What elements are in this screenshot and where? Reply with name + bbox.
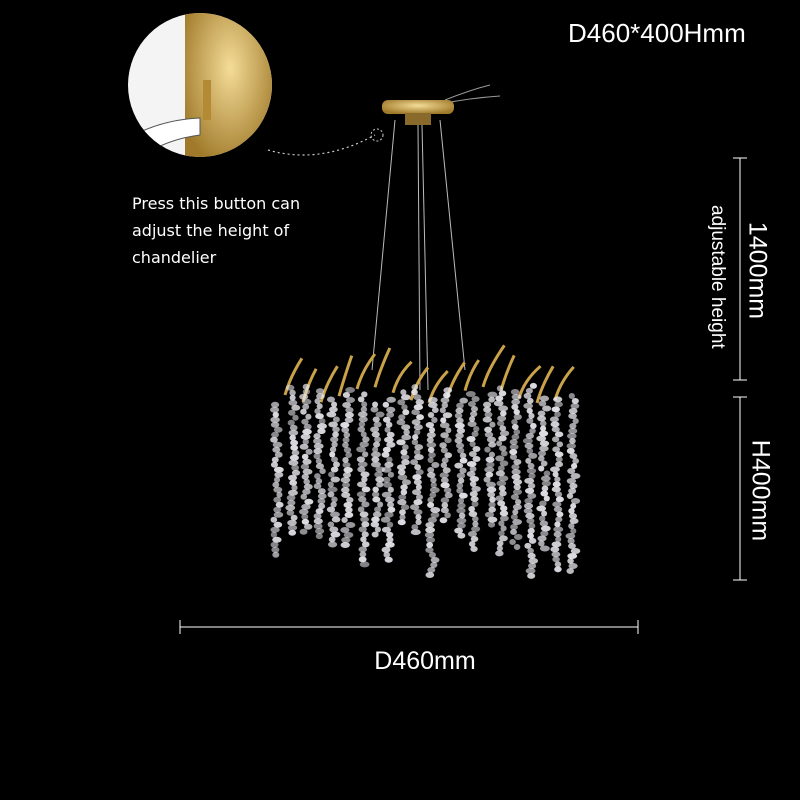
- branch: [499, 354, 516, 392]
- dimension-lines: [179, 157, 747, 634]
- crystal-strand: [299, 383, 314, 535]
- crystal-strand: [370, 401, 386, 538]
- suspension-wires: [371, 119, 466, 391]
- pointer-dotted-line: [267, 134, 376, 156]
- height-label: H400mm: [746, 439, 775, 542]
- branch: [283, 357, 304, 396]
- crystal-strand: [380, 396, 396, 563]
- crystal-strand: [340, 386, 356, 548]
- crystal-strands: [270, 382, 581, 579]
- crystal-strand: [396, 389, 412, 526]
- height-adjust-note: Press this button can adjust the height …: [132, 190, 300, 271]
- crystal-strand: [482, 391, 498, 528]
- crystal-strand: [356, 391, 371, 568]
- crystal-strand: [493, 385, 510, 557]
- branch: [319, 365, 339, 403]
- crystal-strand: [424, 396, 441, 578]
- branch: [463, 359, 480, 392]
- product-dimensions-title: D460*400Hmm: [568, 18, 746, 48]
- note-line: chandelier: [132, 248, 217, 267]
- note-line: Press this button can: [132, 194, 301, 213]
- crystal-strand: [270, 401, 284, 558]
- crystal-strand: [536, 395, 552, 552]
- adjustable-length-label: 1400mm: [743, 221, 772, 320]
- button-marker: [370, 128, 384, 142]
- diameter-label: D460mm: [374, 647, 476, 675]
- crystal-strand: [565, 393, 581, 575]
- button-detail-inset: [128, 13, 272, 157]
- crystal-strand: [454, 397, 468, 539]
- branch: [535, 365, 555, 404]
- crystal-strand: [326, 396, 341, 548]
- branch: [481, 344, 506, 388]
- branch: [391, 360, 413, 394]
- crystal-strand: [313, 388, 327, 540]
- branch: [409, 366, 430, 401]
- branch: [337, 355, 354, 397]
- crystal-strand: [439, 387, 453, 524]
- crystal-strand: [285, 384, 301, 536]
- crystal-strand: [522, 382, 539, 579]
- ceiling-canopy: [382, 84, 501, 125]
- crystal-strand: [509, 388, 523, 550]
- branch: [355, 353, 377, 390]
- note-line: adjust the height of: [132, 221, 290, 240]
- crystal-strand: [410, 384, 424, 536]
- adjustable-height-label: adjustable height: [707, 205, 728, 349]
- branch: [373, 347, 392, 388]
- crystal-strand: [549, 396, 564, 573]
- crystal-strand: [465, 391, 481, 553]
